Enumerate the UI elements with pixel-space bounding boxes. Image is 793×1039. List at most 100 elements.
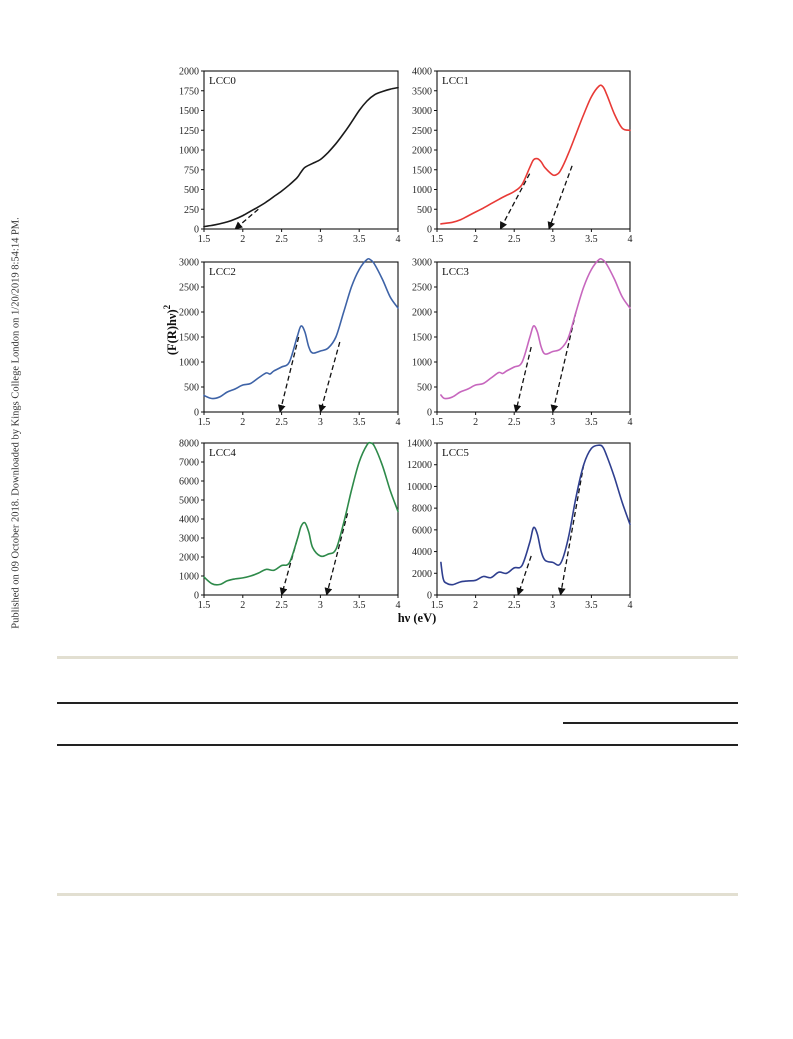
- data-point-lcc4-15: [308, 532, 310, 534]
- x-tick-label-lcc2-1: 2: [240, 417, 245, 428]
- data-point-lcc5-9: [498, 571, 500, 573]
- y-tick-label-lcc1-4: 2000: [412, 146, 432, 157]
- data-point-lcc4-0: [203, 576, 205, 578]
- data-point-lcc2-8: [265, 372, 267, 374]
- data-point-lcc1-17: [556, 174, 558, 176]
- data-point-lcc3-1: [444, 398, 446, 400]
- x-tick-label-lcc4-0: 1.5: [198, 600, 211, 611]
- panel-lcc1: 1.5 2 2.5 3 3.5 4 0 500 1000 1500 2000 2500 3000 3500…: [412, 67, 633, 246]
- y-tick-label-lcc0-1: 250: [184, 205, 199, 216]
- data-point-lcc5-11: [513, 567, 515, 569]
- data-point-lcc4-21: [351, 490, 353, 492]
- y-tick-label-lcc4-5: 5000: [179, 496, 199, 507]
- y-tick-label-lcc0-6: 1500: [179, 106, 199, 117]
- panel-lcc5: 1.5 2 2.5 3 3.5 4 0 2000 4000 6000 8000 10000 12000 1…: [407, 439, 633, 612]
- data-point-lcc4-22: [358, 461, 360, 463]
- data-point-lcc5-20: [567, 538, 569, 540]
- y-tick-label-lcc1-6: 3000: [412, 106, 432, 117]
- x-axis-label: hν (eV): [398, 611, 437, 625]
- data-point-lcc4-8: [265, 569, 267, 571]
- data-point-lcc4-5: [242, 577, 244, 579]
- data-point-lcc2-2: [219, 396, 221, 398]
- series-line-lcc3: [440, 257, 631, 400]
- data-point-lcc0-26: [397, 87, 399, 89]
- y-tick-label-lcc1-1: 500: [417, 205, 432, 216]
- data-point-lcc3-4: [467, 388, 469, 390]
- data-point-lcc3-28: [622, 296, 624, 298]
- table-body-rule: [57, 744, 738, 746]
- data-point-lcc1-7: [498, 199, 500, 201]
- data-point-lcc2-21: [343, 311, 345, 313]
- data-point-lcc3-0: [440, 394, 442, 396]
- y-tick-label-lcc0-3: 750: [184, 165, 199, 176]
- tangent-line-lcc2-0: [277, 336, 300, 413]
- panel-label-lcc0: LCC0: [209, 75, 236, 87]
- tangent-line-lcc1-0: [499, 173, 531, 230]
- data-point-lcc3-8: [498, 372, 500, 374]
- data-point-lcc4-28: [397, 511, 399, 513]
- data-point-lcc5-3: [452, 584, 454, 586]
- data-point-lcc4-1: [211, 583, 213, 585]
- data-point-lcc3-20: [567, 337, 569, 339]
- data-point-lcc1-6: [490, 203, 492, 205]
- y-tick-label-lcc5-6: 12000: [407, 460, 432, 471]
- data-point-lcc0-25: [389, 88, 391, 90]
- y-tick-label-lcc3-1: 500: [417, 383, 432, 394]
- x-tick-label-lcc3-1: 2: [473, 417, 478, 428]
- data-point-lcc4-11: [289, 562, 291, 564]
- x-tick-label-lcc5-0: 1.5: [431, 600, 444, 611]
- x-tick-label-lcc4-1: 2: [240, 600, 245, 611]
- x-tick-label-lcc2-4: 3.5: [353, 417, 366, 428]
- data-point-lcc2-12: [289, 361, 291, 363]
- data-point-lcc2-23: [358, 269, 360, 271]
- data-point-lcc1-8: [506, 195, 508, 197]
- panel-lcc4: 1.5 2 2.5 3 3.5 4 0 1000 2000 3000 4000 5000 6000 700…: [179, 439, 401, 612]
- data-point-lcc3-19: [560, 348, 562, 350]
- data-point-lcc3-27: [614, 279, 616, 281]
- data-point-lcc3-12: [521, 362, 523, 364]
- tangent-line-lcc5-0: [516, 555, 532, 596]
- data-point-lcc4-26: [382, 465, 384, 467]
- data-point-lcc0-5: [242, 215, 244, 217]
- data-point-lcc5-19: [560, 563, 562, 565]
- y-tick-label-lcc2-3: 1500: [179, 333, 199, 344]
- data-point-lcc2-26: [374, 264, 376, 266]
- x-tick-label-lcc1-3: 3: [550, 234, 555, 245]
- data-point-lcc0-16: [320, 159, 322, 161]
- figure-panels: 1.5 2 2.5 3 3.5 40250500750100012501500175020…: [162, 67, 633, 626]
- data-point-lcc5-14: [533, 527, 535, 529]
- data-point-lcc5-1: [442, 578, 444, 580]
- data-point-lcc4-27: [389, 490, 391, 492]
- data-point-lcc2-4: [234, 388, 236, 390]
- data-point-lcc5-26: [606, 455, 608, 457]
- data-point-lcc4-6: [250, 575, 252, 577]
- data-point-lcc3-10: [506, 370, 508, 372]
- data-point-lcc4-18: [327, 553, 329, 555]
- data-point-lcc3-15: [537, 331, 539, 333]
- plot-frame-lcc5: [436, 442, 631, 596]
- table-header-rule: [57, 702, 738, 704]
- series-line-lcc2: [203, 257, 399, 400]
- y-tick-label-lcc4-7: 7000: [179, 458, 199, 469]
- x-tick-label-lcc4-4: 3.5: [353, 600, 366, 611]
- x-tick-label-lcc1-1: 2: [473, 234, 478, 245]
- data-point-lcc1-11: [529, 167, 531, 169]
- data-point-lcc5-24: [598, 444, 600, 446]
- tangent-line-lcc2-1: [318, 341, 341, 413]
- data-point-lcc2-22: [351, 286, 353, 288]
- panel-label-lcc4: LCC4: [209, 447, 236, 459]
- y-tick-label-lcc3-5: 2500: [412, 283, 432, 294]
- panel-label-lcc1: LCC1: [442, 75, 469, 87]
- data-point-lcc4-3: [227, 580, 229, 582]
- y-tick-label-lcc1-5: 2500: [412, 126, 432, 137]
- panel-label-lcc5: LCC5: [442, 447, 469, 459]
- data-point-lcc1-13: [537, 158, 539, 160]
- y-tick-label-lcc0-2: 500: [184, 185, 199, 196]
- data-point-lcc1-22: [591, 96, 593, 98]
- x-tick-label-lcc1-0: 1.5: [431, 234, 444, 245]
- data-point-lcc4-10: [281, 565, 283, 567]
- data-point-lcc2-24: [366, 259, 368, 261]
- data-point-lcc0-11: [289, 184, 291, 186]
- y-tick-label-lcc5-1: 2000: [412, 569, 432, 580]
- data-point-lcc1-25: [606, 94, 608, 96]
